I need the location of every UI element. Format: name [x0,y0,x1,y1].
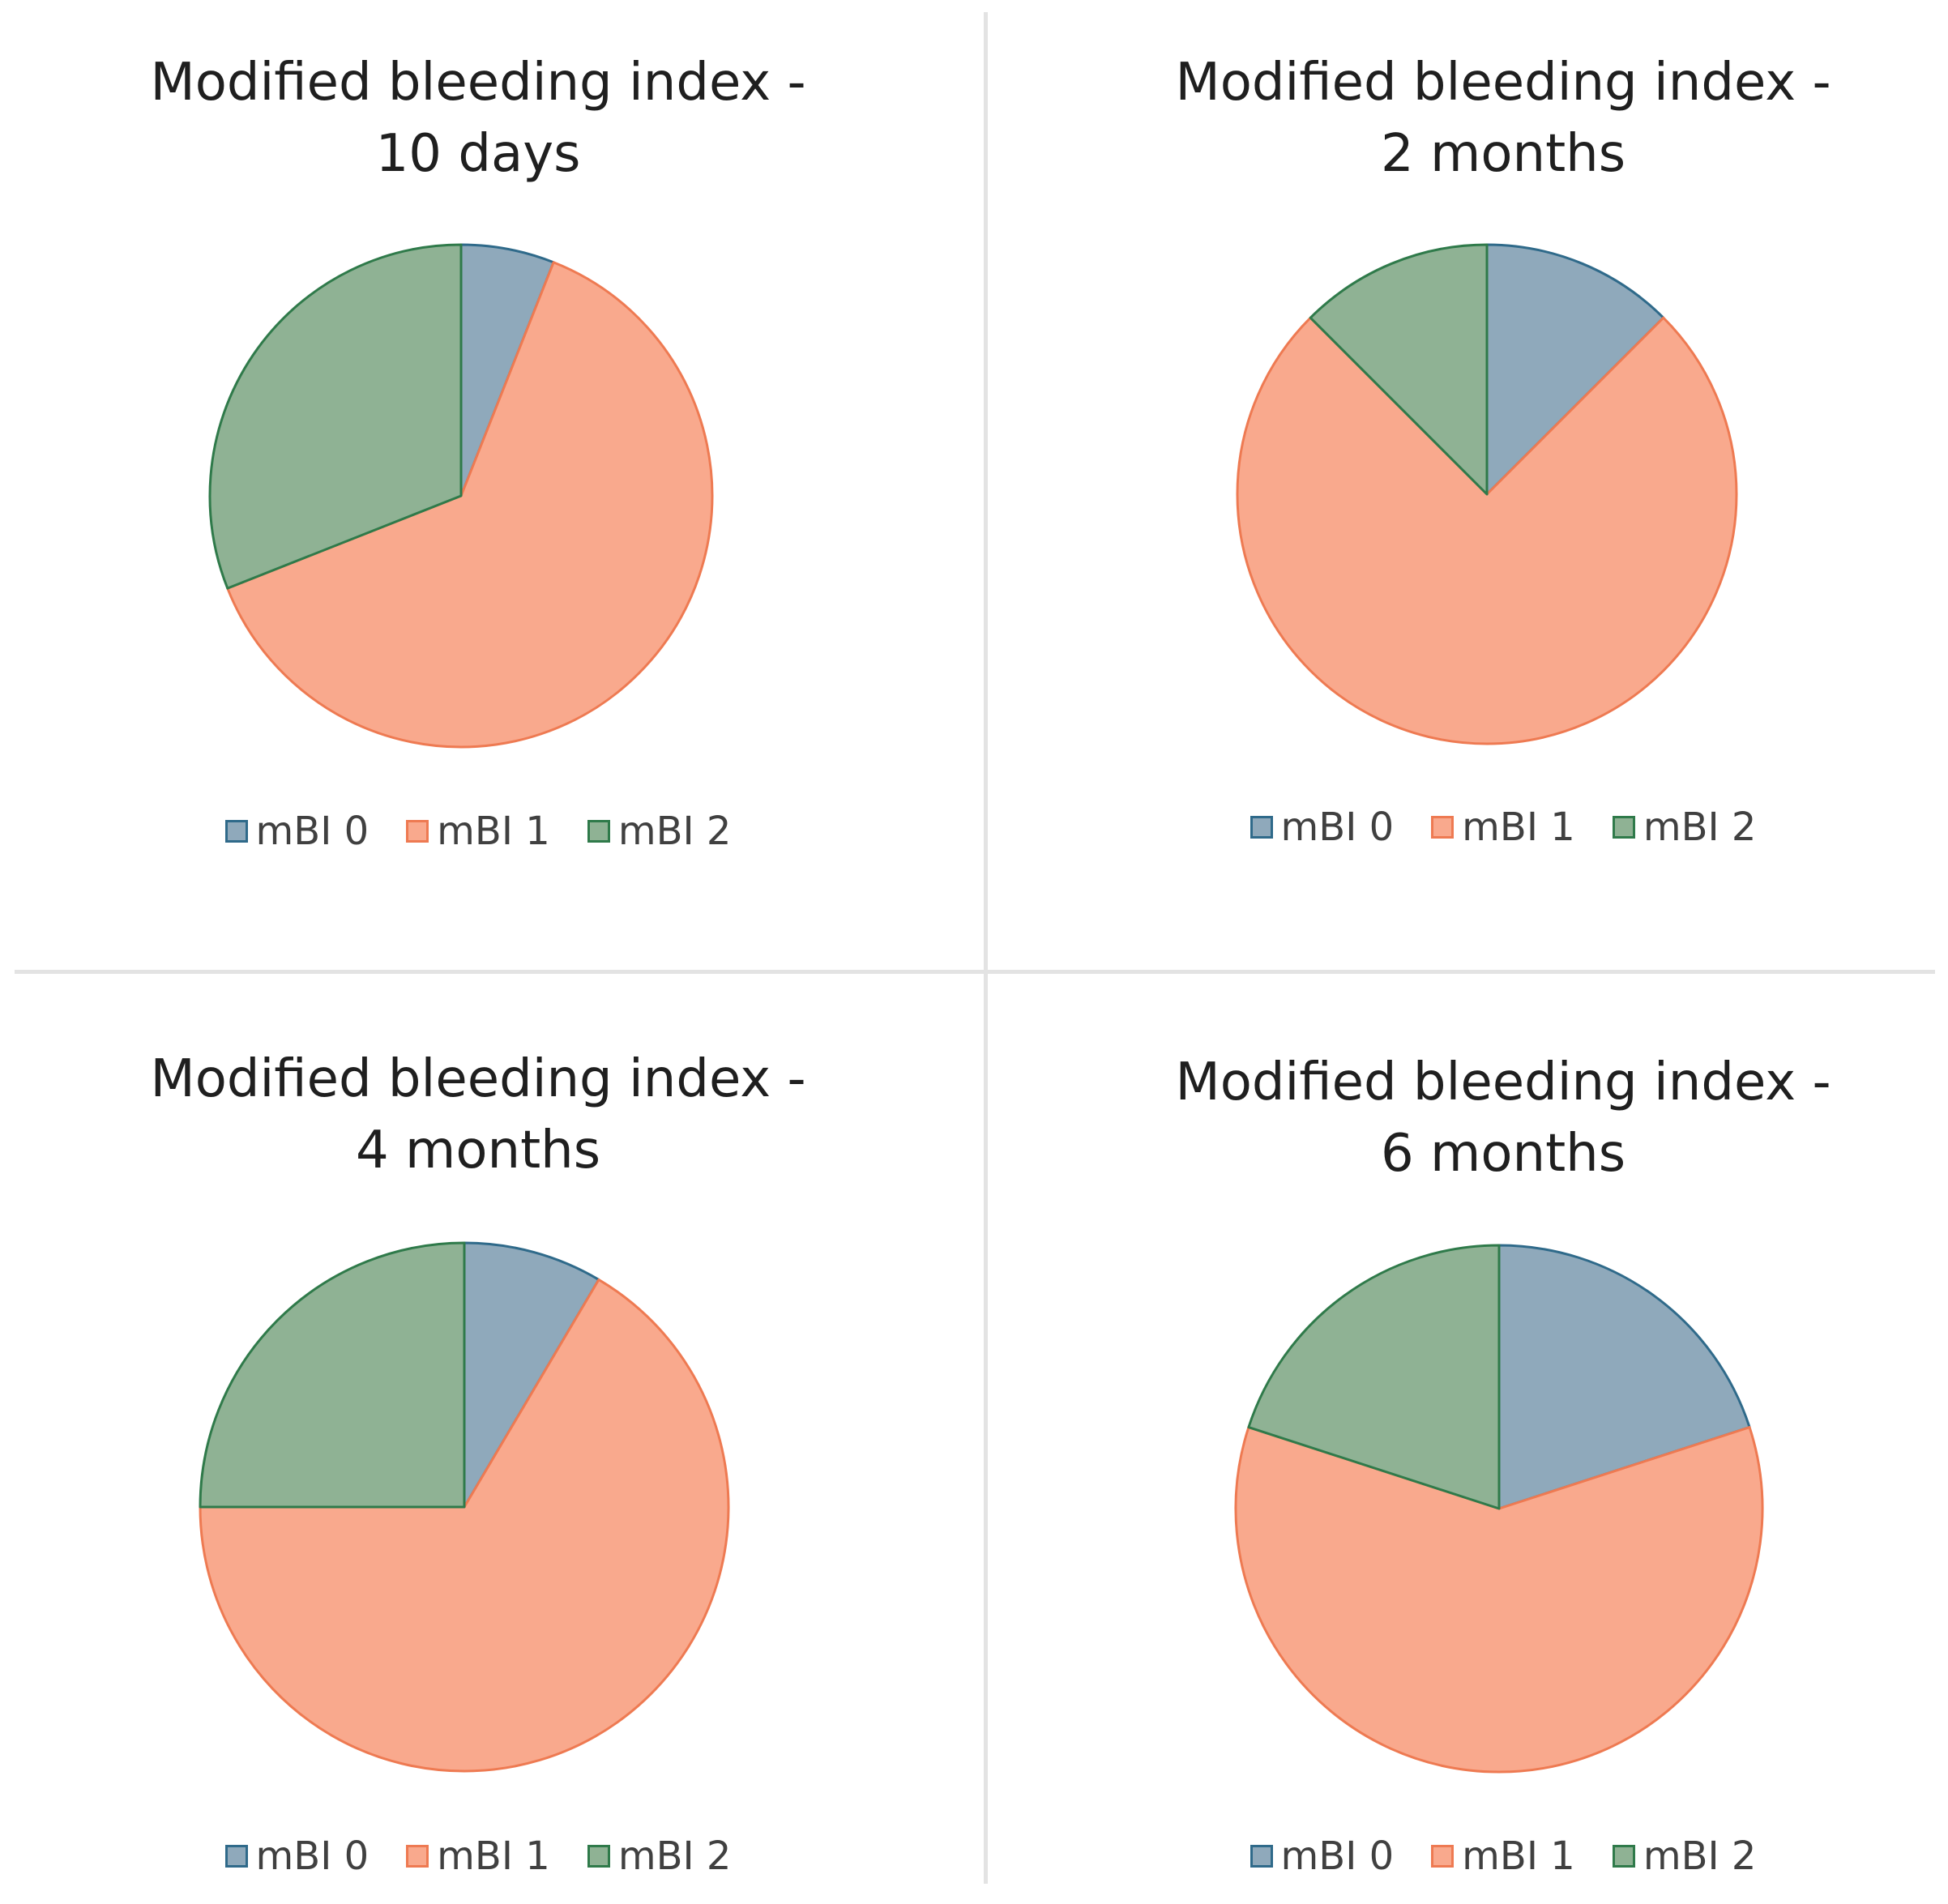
chart-title: Modified bleeding index - 4 months [0,1044,956,1186]
legend-swatch-mbi-2 [587,820,610,843]
pie-slice-mbi-2 [1309,243,1489,496]
legend-label: mBI 0 [255,1834,370,1879]
legend-label: mBI 0 [255,809,370,854]
legend: mBI 0 mBI 1 mBI 2 [1025,1834,1948,1879]
chart-title-line-1: Modified bleeding index - [150,1049,806,1109]
legend-item-mbi-1: mBI 1 [1431,805,1575,850]
legend-swatch-mbi-1 [406,1845,429,1868]
chart-title-line-2: 4 months [355,1121,601,1180]
chart-panel-6-months: Modified bleeding index - 6 months mBI 0… [1025,972,1948,1904]
legend-swatch-mbi-2 [1612,816,1635,839]
legend-item-mbi-1: mBI 1 [406,1834,550,1879]
chart-title: Modified bleeding index - 10 days [0,47,956,190]
legend-swatch-mbi-1 [1431,816,1455,839]
chart-title-line-1: Modified bleeding index - [150,53,806,113]
legend-swatch-mbi-0 [224,820,248,843]
horizontal-divider [15,970,1935,974]
legend-item-mbi-2: mBI 2 [587,809,732,854]
legend-swatch-mbi-0 [1250,816,1273,839]
chart-title: Modified bleeding index - 6 months [1025,1047,1948,1189]
pie-chart [1236,243,1738,745]
legend-label: mBI 1 [1462,805,1575,850]
legend-swatch-mbi-1 [1431,1845,1455,1868]
vertical-divider [984,12,988,1884]
chart-title-line-2: 10 days [375,124,581,184]
pie-chart [208,243,714,749]
chart-title-line-1: Modified bleeding index - [1175,1052,1831,1112]
pie-slice-mbi-1 [1234,1426,1764,1774]
legend-item-mbi-0: mBI 0 [224,809,370,854]
legend-item-mbi-1: mBI 1 [406,809,550,854]
legend-label: mBI 1 [437,809,550,854]
legend-item-mbi-0: mBI 0 [224,1834,370,1879]
legend-label: mBI 2 [1643,1834,1757,1879]
legend-label: mBI 2 [617,809,732,854]
chart-panel-10-days: Modified bleeding index - 10 days mBI 0 … [0,0,956,932]
chart-title: Modified bleeding index - 2 months [1025,47,1948,190]
legend-swatch-mbi-2 [1612,1845,1635,1868]
legend-label: mBI 2 [617,1834,732,1879]
pie-slice-mbi-1 [199,1278,730,1773]
legend-item-mbi-0: mBI 0 [1250,805,1395,850]
pie-chart [199,1241,730,1773]
legend-swatch-mbi-2 [587,1845,610,1868]
chart-panel-2-months: Modified bleeding index - 2 months mBI 0… [1025,0,1948,932]
pie-slice-mbi-0 [463,1241,600,1509]
chart-title-line-2: 6 months [1380,1124,1626,1184]
legend: mBI 0 mBI 1 mBI 2 [0,809,956,854]
legend-swatch-mbi-0 [224,1845,248,1868]
pie-slice-mbi-2 [208,243,463,590]
legend-label: mBI 1 [1462,1834,1575,1879]
legend-item-mbi-0: mBI 0 [1250,1834,1395,1879]
pie-slice-mbi-1 [226,261,714,749]
pie-slice-mbi-0 [1497,1244,1751,1510]
legend: mBI 0 mBI 1 mBI 2 [1025,805,1948,850]
legend-swatch-mbi-0 [1250,1845,1273,1868]
pie-slice-mbi-2 [1247,1244,1501,1510]
legend-label: mBI 2 [1643,805,1757,850]
legend-label: mBI 1 [437,1834,550,1879]
legend-item-mbi-2: mBI 2 [1612,805,1757,850]
chart-title-line-1: Modified bleeding index - [1175,53,1831,113]
legend-swatch-mbi-1 [406,820,429,843]
chart-title-line-2: 2 months [1380,124,1626,184]
pie-chart [1234,1244,1764,1774]
pie-slice-mbi-1 [1236,316,1738,745]
legend-label: mBI 0 [1280,1834,1395,1879]
legend-item-mbi-1: mBI 1 [1431,1834,1575,1879]
legend-label: mBI 0 [1280,805,1395,850]
legend-item-mbi-2: mBI 2 [1612,1834,1757,1879]
legend: mBI 0 mBI 1 mBI 2 [0,1834,956,1879]
pie-slice-mbi-2 [199,1241,466,1509]
pie-slice-mbi-0 [1485,243,1665,496]
chart-panel-4-months: Modified bleeding index - 4 months mBI 0… [0,972,956,1904]
legend-item-mbi-2: mBI 2 [587,1834,732,1879]
